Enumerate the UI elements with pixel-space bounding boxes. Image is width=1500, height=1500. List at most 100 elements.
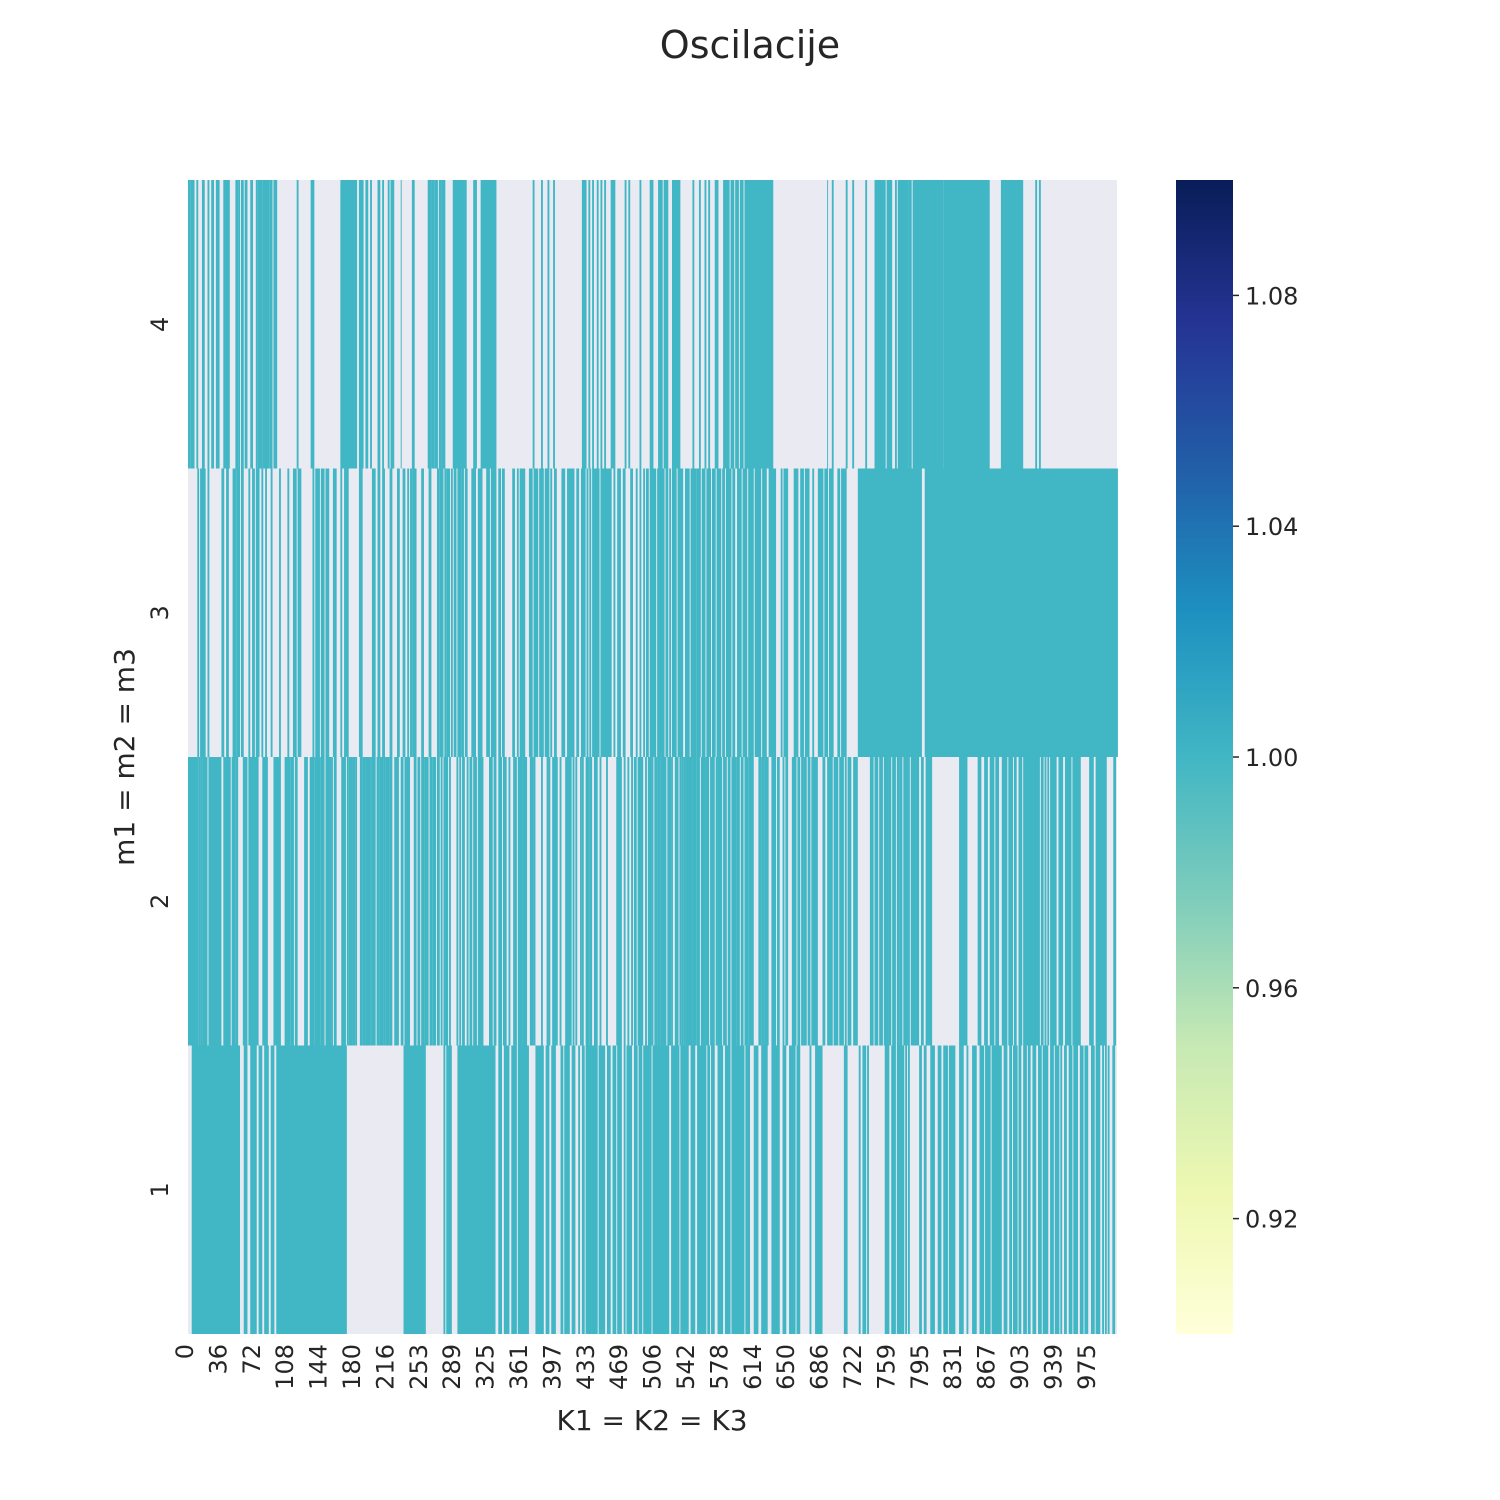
heatmap-cell-run [754,468,762,757]
x-tick-label: 795 [906,1344,934,1390]
heatmap-cell-run [365,757,371,1046]
heatmap-cell-run [623,1045,626,1334]
x-tick-label: 253 [405,1344,433,1390]
heatmap-cell-run [698,180,701,469]
heatmap-cell-run [824,468,829,757]
heatmap-cell-run [473,180,477,469]
heatmap-cell-run [576,468,580,757]
heatmap-cell-run [989,757,995,1046]
heatmap-cell-run [580,468,586,757]
heatmap-cell-run [829,468,834,757]
heatmap-cell-run [221,468,225,757]
heatmap-cell-run [844,757,847,1046]
heatmap-cell-run [586,468,589,757]
heatmap-cell-run [292,468,297,757]
heatmap-cell-run [486,468,490,757]
heatmap-cell-run [377,468,381,757]
heatmap-cell-run [624,180,627,469]
heatmap-cell-run [304,757,308,1046]
heatmap-cell-run [262,180,270,469]
heatmap-cell-run [711,468,716,757]
heatmap-cell-run [436,757,440,1046]
heatmap-cell-run [202,757,208,1046]
heatmap-cell-run [193,1045,241,1334]
heatmap-cell-run [208,757,215,1046]
heatmap-cell-run [332,468,337,757]
y-tick-label: 2 [146,894,174,909]
heatmap-cell-run [843,1045,848,1334]
colorbar-tick-label: 1.00 [1245,744,1298,772]
heatmap-cell-run [473,757,477,1046]
heatmap-cell-run [589,757,593,1046]
x-tick-label: 0 [171,1344,199,1359]
heatmap-cell-run [723,180,730,469]
heatmap-cell-run [793,468,799,757]
heatmap-cell-run [257,180,263,469]
heatmap-cell-run [480,180,497,469]
heatmap-cell-run [269,180,273,469]
heatmap-cell-run [456,757,459,1046]
heatmap-cell-run [214,757,222,1046]
heatmap-cell-run [745,1045,751,1334]
heatmap-cell-run [912,180,944,469]
heatmap-cell-run [637,757,640,1046]
heatmap-cell-run [665,468,669,757]
heatmap-cell-run [333,757,337,1046]
heatmap-cell-run [827,757,833,1046]
heatmap-cell-run [903,757,908,1046]
heatmap-cell-run [600,468,612,757]
heatmap-cell-run [554,468,557,757]
x-tick-label: 397 [538,1344,566,1390]
heatmap-cell-run [627,757,630,1046]
heatmap-cell-run [635,468,638,757]
heatmap-cell-run [207,468,210,757]
x-tick-label: 108 [271,1344,299,1390]
heatmap-cell-run [1032,1045,1037,1334]
heatmap-cell-run [925,757,933,1046]
heatmap-cell-run [995,757,1000,1046]
x-tick-label: 72 [238,1344,266,1375]
heatmap-cell-run [533,757,536,1046]
heatmap-cell-run [459,757,462,1046]
heatmap-cell-run [340,180,358,469]
heatmap-cell-run [674,757,679,1046]
heatmap-cell-run [896,757,900,1046]
heatmap-cell-run [683,757,686,1046]
heatmap-cell-run [716,468,722,757]
heatmap-cell-run [226,468,229,757]
heatmap-cell-run [626,1045,633,1334]
heatmap-cell-run [517,1045,529,1334]
heatmap-cell-run [294,757,298,1046]
heatmap-cell-run [930,1045,935,1334]
heatmap-cell-run [985,1045,991,1334]
heatmap-cell-run [287,468,290,757]
heatmap-cell-run [1035,180,1038,469]
heatmap-cell-run [685,468,690,757]
colorbar-tick-label: 0.96 [1245,975,1298,1003]
y-axis-label: m1 = m2 = m3 [108,648,141,866]
heatmap-cell-run [297,468,302,757]
heatmap-cell-run [783,468,789,757]
heatmap-cell-run [223,180,228,469]
heatmap-cell-run [240,180,244,469]
heatmap-cell-run [717,1045,724,1334]
heatmap-cell-run [690,468,697,757]
heatmap-cell-run [1047,757,1050,1046]
y-tick-label: 1 [146,1182,174,1197]
heatmap-cell-run [498,1045,503,1334]
heatmap-cell-run [681,757,684,1046]
heatmap-cell-run [270,1045,275,1334]
heatmap-cell-run [764,757,769,1046]
heatmap-cell-run [638,1045,643,1334]
heatmap-cell-run [1050,1045,1054,1334]
heatmap-cell-run [1102,1045,1104,1334]
heatmap-cell-run [585,757,590,1046]
x-tick-label: 361 [505,1344,533,1390]
heatmap-cell-run [394,757,399,1046]
heatmap-cell-run [545,1045,550,1334]
heatmap-cell-run [761,757,765,1046]
colorbar-tick-label: 1.08 [1245,282,1298,310]
heatmap-cell-run [619,757,622,1046]
heatmap-cell-run [758,757,762,1046]
heatmap-cell-run [379,757,384,1046]
